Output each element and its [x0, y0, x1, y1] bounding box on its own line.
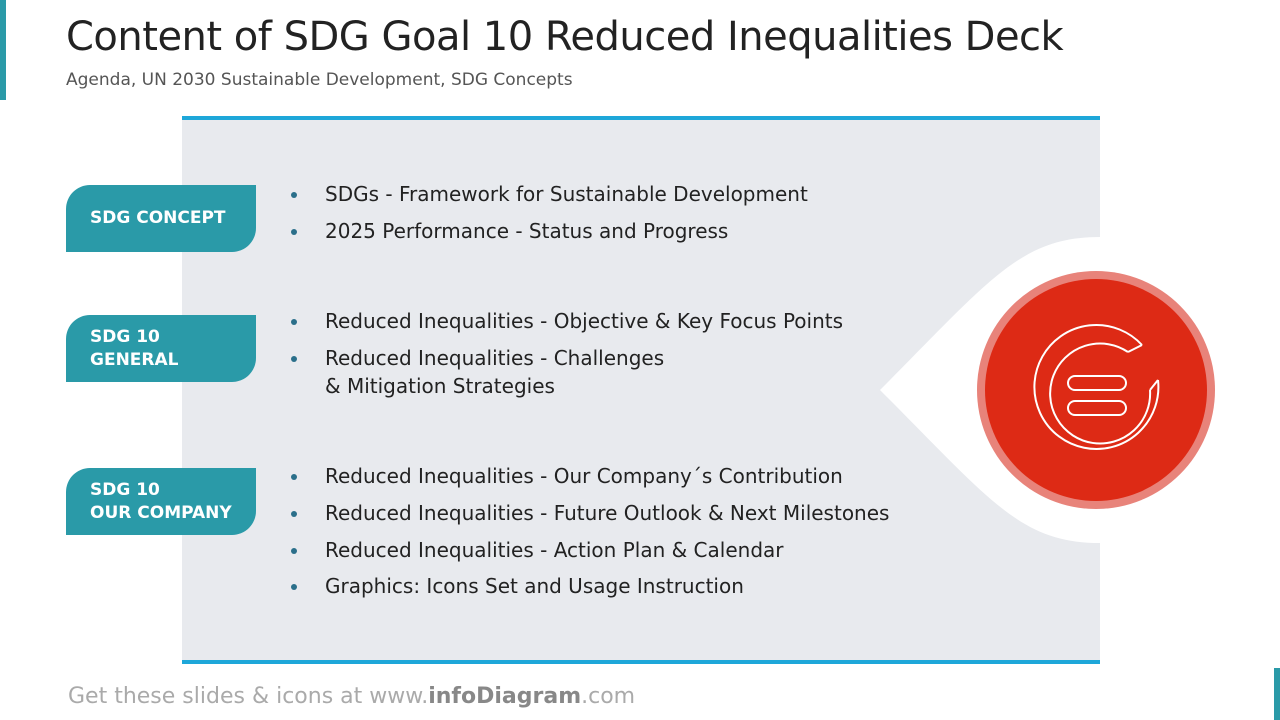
agenda-item: SDGs - Framework for Sustainable Develop…	[325, 182, 808, 206]
bullet	[291, 356, 297, 362]
subtitle: Agenda, UN 2030 Sustainable Development,…	[66, 70, 573, 90]
agenda-item: 2025 Performance - Status and Progress	[325, 219, 729, 243]
accent-bar	[1274, 668, 1280, 720]
bullet	[291, 548, 297, 554]
footer-brand: infoDiagram	[428, 684, 582, 709]
agenda-item: Reduced Inequalities - Objective & Key F…	[325, 309, 844, 333]
section-tab: SDG 10 GENERAL	[66, 315, 256, 382]
bullet	[291, 511, 297, 517]
agenda-item: Reduced Inequalities - Challenges & Miti…	[325, 346, 665, 398]
agenda-item: Reduced Inequalities - Action Plan & Cal…	[325, 538, 784, 562]
bullet	[291, 192, 297, 198]
bullet	[291, 584, 297, 590]
agenda-item: Graphics: Icons Set and Usage Instructio…	[325, 574, 744, 598]
footer-text: .com	[581, 684, 636, 709]
bullet	[291, 319, 297, 325]
section-tab: SDG 10 OUR COMPANY	[66, 468, 256, 535]
title: Content of SDG Goal 10 Reduced Inequalit…	[66, 14, 1064, 60]
bullet	[291, 474, 297, 480]
footer-text: Get these slides & icons at www.	[68, 684, 429, 709]
section-tab: SDG CONCEPT	[66, 185, 256, 252]
agenda-item: Reduced Inequalities - Future Outlook & …	[325, 501, 890, 525]
accent-bar	[0, 0, 6, 100]
footer: Get these slides & icons at www.infoDiag…	[68, 684, 635, 709]
agenda-item: Reduced Inequalities - Our Company´s Con…	[325, 464, 843, 488]
bullet	[291, 229, 297, 235]
